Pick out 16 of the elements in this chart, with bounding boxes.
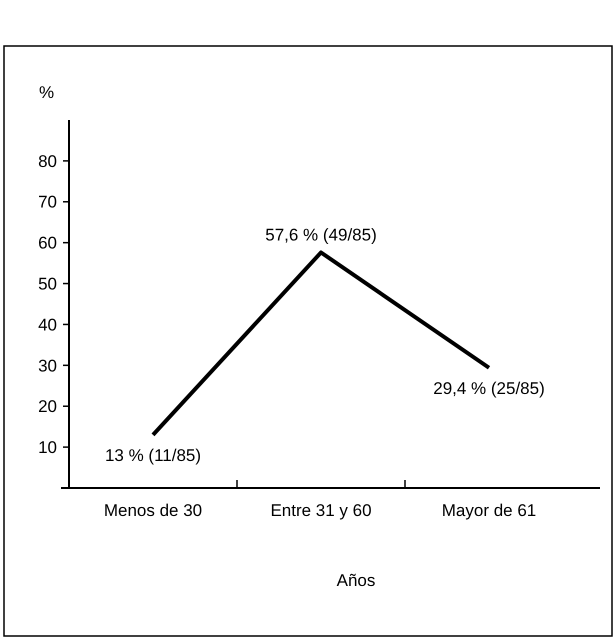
x-axis-title: Años xyxy=(336,571,376,590)
data-label: 57,6 % (49/85) xyxy=(265,225,377,244)
y-tick-label: 80 xyxy=(38,152,57,171)
data-label: 13 % (11/85) xyxy=(104,446,202,465)
x-tick-label: Entre 31 y 60 xyxy=(270,501,372,520)
y-tick-label: 20 xyxy=(38,397,57,416)
x-tick-label: Mayor de 61 xyxy=(442,501,536,520)
x-tick-label: Menos de 30 xyxy=(104,501,202,520)
data-label: 29,4 % (25/85) xyxy=(433,378,545,398)
y-axis-title: % xyxy=(39,83,54,102)
y-tick-label: 50 xyxy=(38,274,57,294)
y-tick-label: 10 xyxy=(38,438,57,458)
y-tick-label: 30 xyxy=(38,356,57,376)
y-tick-label: 40 xyxy=(38,315,57,334)
y-tick-label: 60 xyxy=(38,234,57,253)
y-tick-label: 70 xyxy=(38,192,57,212)
